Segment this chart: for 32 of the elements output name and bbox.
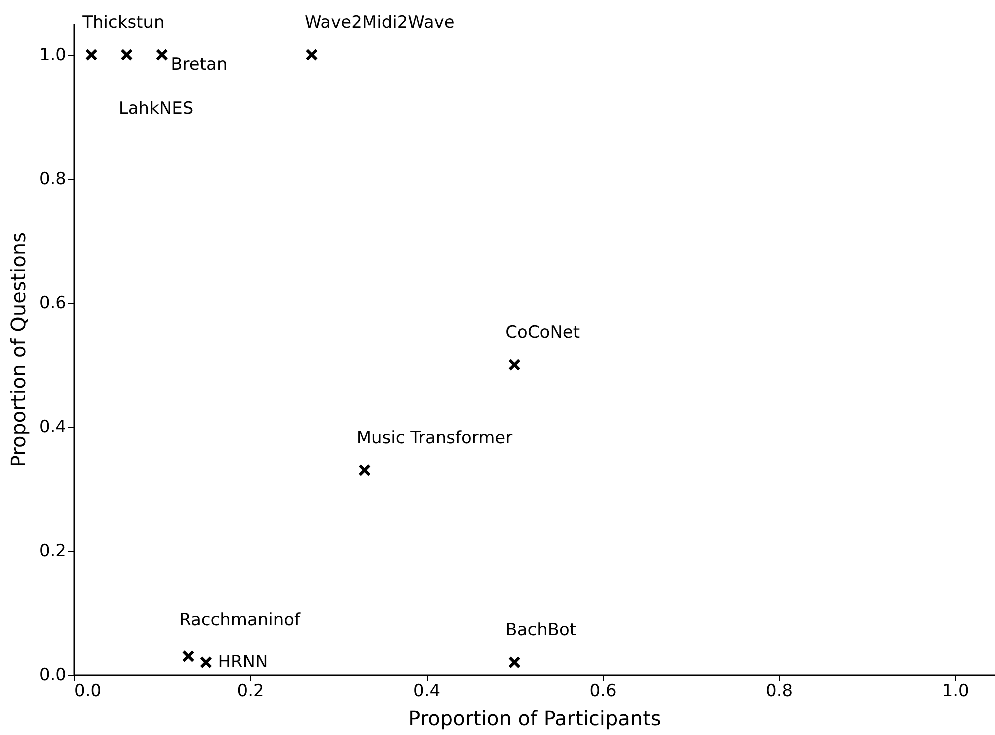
point <box>85 48 98 62</box>
x-axis-title: Proportion of Participants <box>408 706 662 730</box>
annotation: Thickstun <box>82 13 165 33</box>
annotation: Music Transformer <box>356 428 513 448</box>
x-tick-label: 0.6 <box>590 682 617 702</box>
x-tick-label: 0.8 <box>766 682 794 702</box>
y-tick-label: 0.4 <box>39 418 66 438</box>
y-tick-label: 0.0 <box>39 666 66 686</box>
point <box>120 48 134 62</box>
x-tick-label: 1.0 <box>942 682 970 702</box>
point <box>182 650 195 663</box>
y-tick-label: 1.0 <box>39 46 66 66</box>
point <box>508 656 521 669</box>
annotation: Bretan <box>171 55 228 75</box>
annotation: Wave2Midi2Wave <box>304 13 455 33</box>
annotation: Racchmaninof <box>180 610 302 630</box>
point <box>200 656 212 669</box>
point <box>306 48 318 62</box>
point <box>156 48 168 62</box>
y-axis-title: Proportion of Questions <box>6 232 30 468</box>
annotation: HRNN <box>218 652 268 673</box>
point <box>358 464 372 477</box>
x-tick-label: 0.2 <box>237 682 264 702</box>
annotation: CoCoNet <box>506 323 580 343</box>
annotation: LahkNES <box>118 99 194 119</box>
x-tick-label: 0.4 <box>414 682 441 702</box>
y-tick-label: 0.6 <box>39 294 66 314</box>
y-tick-label: 0.2 <box>39 542 66 562</box>
y-tick-label: 0.8 <box>39 170 66 190</box>
point <box>508 358 521 372</box>
x-tick-label: 0.0 <box>74 682 102 702</box>
annotation: BachBot <box>506 620 577 641</box>
